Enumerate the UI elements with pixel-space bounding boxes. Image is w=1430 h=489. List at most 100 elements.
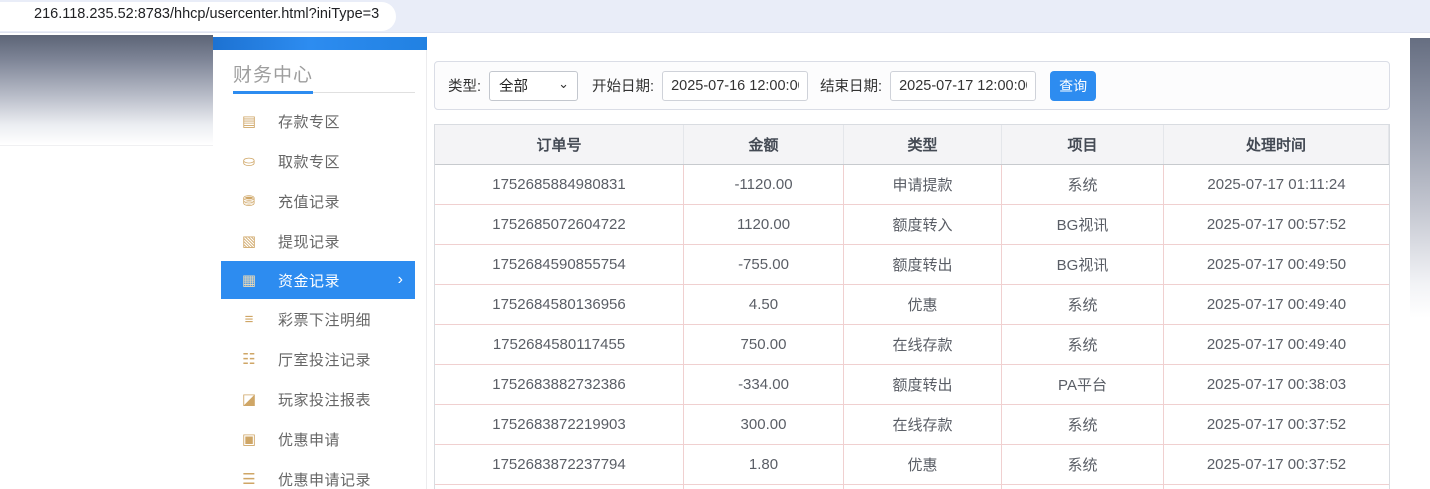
withdraw-hand-icon: ⛀ bbox=[242, 153, 256, 170]
table-cell: 2025-07-17 00:37:52 bbox=[1206, 416, 1347, 433]
browser-toolbar: 216.118.235.52:8783/hhcp/usercenter.html… bbox=[0, 0, 1430, 33]
table-row: 1752684590855754 -755.00 额度转出 BG视讯 2025-07-1… bbox=[435, 245, 1389, 285]
table-cell: 申请提款 bbox=[844, 165, 1002, 204]
table-header-row: 订单号 金额 类型 项目 处理时间 bbox=[435, 125, 1389, 165]
table-cell: 1752685072604722 bbox=[435, 205, 684, 244]
table-row: 1752684580136956 4.50 优惠 系统 2025-07-17 00:49… bbox=[435, 285, 1389, 325]
table-row: 1752685884980831 -1120.00 申请提款 系统 2025-07-17… bbox=[435, 165, 1389, 205]
table-cell: -334.00 bbox=[684, 365, 844, 404]
sidebar-item-label: 资金记录 bbox=[278, 272, 341, 290]
table-cell: 系统 bbox=[1002, 445, 1164, 484]
table-cell: 优惠 bbox=[844, 285, 1002, 324]
sidebar-item-3[interactable]: ⛃ 充值记录 bbox=[213, 181, 427, 221]
sidebar-item-1[interactable]: ▤ 存款专区 bbox=[213, 101, 427, 141]
column-header: 订单号 bbox=[435, 125, 684, 164]
table-cell: 2025-07-17 00:37:52 bbox=[1206, 456, 1347, 473]
table-row: 1752683872219903 300.00 在线存款 系统 2025-07-17 0… bbox=[435, 405, 1389, 445]
lottery-bet-detail-icon: ≡ bbox=[244, 310, 254, 328]
table-cell: 1.80 bbox=[684, 445, 844, 484]
start-date-input[interactable] bbox=[662, 70, 809, 101]
finance-sidebar: 财务中心 ▤ 存款专区 ⛀ 取款专区 ⛃ 充值记录 ▧ 提现记录 ▦ 资金记录 … bbox=[213, 36, 427, 489]
table-cell: 4.50 bbox=[684, 285, 844, 324]
table-cell: 2025-07-17 00:49:40 bbox=[1206, 336, 1347, 353]
table-cell: 在线存款 bbox=[844, 405, 1002, 444]
sidebar-item-8[interactable]: ◪ 玩家投注报表 bbox=[213, 379, 427, 419]
table-cell: 1120.00 bbox=[684, 205, 844, 244]
sidebar-item-2[interactable]: ⛀ 取款专区 bbox=[213, 141, 427, 181]
funds-record-table: 订单号 金额 类型 项目 处理时间 1752685884980831 -1120.00 申请… bbox=[434, 124, 1390, 489]
promo-apply-icon: ▣ bbox=[241, 431, 257, 448]
sidebar-item-9[interactable]: ▣ 优惠申请 bbox=[213, 419, 427, 459]
sidebar-item-label: 彩票下注明细 bbox=[278, 311, 372, 329]
table-cell: 1752685884980831 bbox=[435, 165, 684, 204]
table-cell: 1752684590855754 bbox=[435, 245, 684, 284]
chevron-right-icon: › bbox=[397, 271, 403, 288]
deposit-card-icon: ▤ bbox=[241, 113, 257, 130]
hall-bet-record-icon: ☷ bbox=[242, 351, 256, 368]
table-cell: BG视讯 bbox=[1002, 205, 1164, 244]
table-row: 1752683882732386 -334.00 额度转出 PA平台 2025-07-1… bbox=[435, 365, 1389, 405]
table-cell: 1752684580136956 bbox=[435, 285, 684, 324]
table-cell: 300.00 bbox=[684, 405, 844, 444]
url-bar[interactable] bbox=[0, 2, 396, 31]
table-cell: -1120.00 bbox=[684, 165, 844, 204]
background-gradient-right bbox=[1410, 38, 1430, 318]
sidebar-item-label: 优惠申请记录 bbox=[278, 471, 372, 489]
column-header: 处理时间 bbox=[1164, 125, 1389, 164]
table-cell: 1752684580117455 bbox=[435, 325, 684, 364]
end-date-input[interactable] bbox=[890, 70, 1037, 101]
query-button[interactable]: 查询 bbox=[1050, 70, 1097, 101]
table-row: 1752683872237794 1.80 优惠 系统 2025-07-17 00:37… bbox=[435, 445, 1389, 485]
table-cell: 2025-07-17 00:49:50 bbox=[1206, 256, 1347, 273]
table-cell: 额度转出 bbox=[844, 245, 1002, 284]
sidebar-item-label: 取款专区 bbox=[278, 153, 341, 171]
table-cell: 优惠 bbox=[844, 445, 1002, 484]
sidebar-item-4[interactable]: ▧ 提现记录 bbox=[213, 221, 427, 261]
table-cell: 1752683882732386 bbox=[435, 365, 684, 404]
recharge-moneybag-icon: ⛃ bbox=[242, 193, 256, 210]
sidebar-item-label: 厅室投注记录 bbox=[278, 351, 372, 369]
table-row: 1752685072604722 1120.00 额度转入 BG视讯 2025-07-1… bbox=[435, 205, 1389, 245]
table-row: 1752684580117455 750.00 在线存款 系统 2025-07-17 0… bbox=[435, 325, 1389, 365]
table-cell: BG视讯 bbox=[1002, 245, 1164, 284]
sidebar-item-label: 存款专区 bbox=[278, 113, 341, 131]
background-divider bbox=[0, 145, 213, 146]
chevron-down-icon: ⌄ bbox=[558, 75, 570, 91]
url-text[interactable]: 216.118.235.52:8783/hhcp/usercenter.html… bbox=[34, 6, 380, 22]
table-cell: 750.00 bbox=[684, 325, 844, 364]
column-header: 类型 bbox=[844, 125, 1002, 164]
end-date-label: 结束日期: bbox=[820, 79, 883, 95]
sidebar-top-accent-bar bbox=[213, 37, 427, 50]
type-select[interactable]: 全部 ⌄ bbox=[489, 70, 579, 101]
sidebar-item-7[interactable]: ☷ 厅室投注记录 bbox=[213, 339, 427, 379]
funds-record-icon: ▦ bbox=[241, 272, 257, 289]
sidebar-item-label: 提现记录 bbox=[278, 233, 341, 251]
withdrawal-record-icon: ▧ bbox=[241, 233, 257, 250]
sidebar-item-5[interactable]: ▦ 资金记录 › bbox=[221, 261, 415, 299]
table-cell: 额度转出 bbox=[844, 365, 1002, 404]
sidebar-item-10[interactable]: ☰ 优惠申请记录 bbox=[213, 459, 427, 489]
table-cell: 2025-07-17 00:49:40 bbox=[1206, 296, 1347, 313]
table-cell: 2025-07-17 01:11:24 bbox=[1207, 176, 1346, 193]
table-cell: 系统 bbox=[1002, 325, 1164, 364]
table-cell: 1752683872237794 bbox=[435, 445, 684, 484]
table-cell: 系统 bbox=[1002, 285, 1164, 324]
table-cell: 系统 bbox=[1002, 165, 1164, 204]
sidebar-item-label: 玩家投注报表 bbox=[278, 391, 372, 409]
table-cell: 2025-07-17 00:38:03 bbox=[1206, 376, 1347, 393]
table-cell: 1752683872219903 bbox=[435, 405, 684, 444]
column-header: 项目 bbox=[1002, 125, 1164, 164]
type-select-value: 全部 bbox=[499, 79, 529, 95]
table-cell: -755.00 bbox=[684, 245, 844, 284]
table-body: 1752685884980831 -1120.00 申请提款 系统 2025-07-17… bbox=[435, 165, 1389, 485]
table-cell: 系统 bbox=[1002, 405, 1164, 444]
player-bet-report-icon: ◪ bbox=[241, 391, 257, 408]
background-gradient-left bbox=[0, 35, 213, 145]
sidebar-item-label: 充值记录 bbox=[278, 193, 341, 211]
promo-apply-record-icon: ☰ bbox=[242, 471, 256, 488]
filter-bar: 类型: 全部 ⌄ 开始日期: 结束日期: 查询 bbox=[434, 61, 1390, 110]
table-cell: 在线存款 bbox=[844, 325, 1002, 364]
sidebar-item-6[interactable]: ≡ 彩票下注明细 bbox=[213, 299, 427, 339]
